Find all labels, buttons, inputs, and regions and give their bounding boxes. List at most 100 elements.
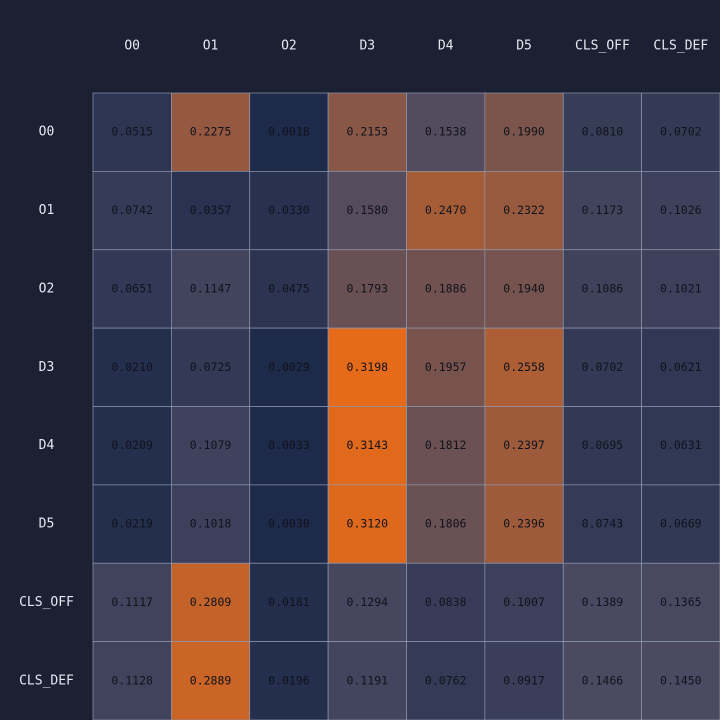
cell-value-label: 0.0475 — [268, 281, 310, 295]
cell-value-label: 0.0621 — [660, 360, 702, 374]
heatmap-cell — [171, 406, 251, 486]
heatmap-cell — [171, 92, 251, 172]
heatmap-cell — [562, 641, 642, 720]
cell-value-label: 0.1538 — [425, 125, 467, 139]
cell-value-label: 0.0762 — [425, 673, 467, 687]
cell-value-label: 0.0669 — [660, 517, 702, 531]
heatmap-cell — [249, 562, 329, 642]
heatmap-cell — [641, 171, 720, 251]
heatmap-cell — [171, 327, 251, 407]
cell-value-label: 0.2558 — [503, 360, 545, 374]
heatmap-cell — [406, 249, 486, 329]
heatmap-cell — [327, 562, 407, 642]
cell-value-label: 0.1580 — [347, 203, 389, 217]
cell-value-label: 0.0196 — [268, 673, 310, 687]
heatmap-cell — [249, 249, 329, 329]
heatmap-cell — [249, 92, 329, 172]
heatmap-cell — [171, 171, 251, 251]
cell-value-label: 0.0033 — [268, 438, 310, 452]
cell-value-label: 0.2322 — [503, 203, 545, 217]
heatmap-cell — [92, 484, 172, 564]
column-label-d4: D4 — [438, 39, 454, 54]
cell-value-label: 0.0330 — [268, 203, 310, 217]
column-label-o0: O0 — [124, 39, 140, 54]
cell-value-label: 0.1128 — [111, 673, 153, 687]
column-label-d3: D3 — [359, 39, 375, 54]
heatmap-cell — [171, 249, 251, 329]
heatmap-cell — [484, 484, 564, 564]
cell-value-label: 0.3120 — [347, 517, 389, 531]
column-label-d5: D5 — [516, 39, 532, 54]
cell-value-label: 0.0702 — [660, 125, 702, 139]
cell-value-label: 0.3198 — [347, 360, 389, 374]
cell-value-label: 0.1957 — [425, 360, 467, 374]
cell-value-label: 0.1365 — [660, 595, 702, 609]
cell-value-label: 0.1007 — [503, 595, 545, 609]
cell-value-label: 0.1793 — [347, 281, 389, 295]
cell-value-label: 0.0018 — [268, 125, 310, 139]
column-label-cls-def: CLS_DEF — [653, 39, 708, 54]
cell-value-label: 0.1940 — [503, 281, 545, 295]
heatmap-cell — [484, 562, 564, 642]
row-label-cls-def: CLS_DEF — [19, 673, 74, 688]
cell-value-label: 0.0357 — [190, 203, 232, 217]
cell-value-label: 0.2397 — [503, 438, 545, 452]
heatmap-cell — [641, 641, 720, 720]
cell-value-label: 0.2809 — [190, 595, 232, 609]
heatmap-cell — [562, 249, 642, 329]
heatmap-cell — [641, 562, 720, 642]
heatmap-cell — [406, 562, 486, 642]
cell-value-label: 0.1812 — [425, 438, 467, 452]
cell-value-label: 0.1086 — [582, 281, 624, 295]
heatmap-cell — [249, 327, 329, 407]
heatmap-cell — [484, 327, 564, 407]
heatmap-cell — [641, 249, 720, 329]
cell-value-label: 0.0743 — [582, 517, 624, 531]
cell-value-label: 0.0210 — [111, 360, 153, 374]
cell-value-label: 0.0515 — [111, 125, 153, 139]
heatmap-cell — [249, 641, 329, 720]
heatmap-cell — [327, 249, 407, 329]
heatmap-cell — [484, 171, 564, 251]
heatmap-cell — [327, 484, 407, 564]
heatmap-cell — [92, 171, 172, 251]
heatmap-cell — [484, 406, 564, 486]
cell-value-label: 0.0631 — [660, 438, 702, 452]
heatmap-cell — [327, 92, 407, 172]
cell-value-label: 0.1026 — [660, 203, 702, 217]
row-label-cls-off: CLS_OFF — [19, 595, 74, 610]
heatmap-cell — [641, 406, 720, 486]
cell-value-label: 0.1990 — [503, 125, 545, 139]
cell-value-label: 0.0219 — [111, 517, 153, 531]
cell-value-label: 0.2470 — [425, 203, 467, 217]
heatmap-cell — [562, 327, 642, 407]
cell-value-label: 0.1018 — [190, 517, 232, 531]
row-label-o2: O2 — [39, 281, 55, 296]
heatmap-cell — [484, 249, 564, 329]
heatmap-cell — [641, 484, 720, 564]
heatmap-cell — [92, 406, 172, 486]
cell-value-label: 0.1389 — [582, 595, 624, 609]
cell-value-label: 0.2275 — [190, 125, 232, 139]
cell-value-label: 0.1191 — [347, 673, 389, 687]
cell-value-label: 0.1117 — [111, 595, 153, 609]
heatmap-cell — [92, 249, 172, 329]
heatmap-cell — [484, 641, 564, 720]
cell-value-label: 0.1021 — [660, 281, 702, 295]
cell-value-label: 0.2396 — [503, 517, 545, 531]
cell-value-label: 0.0810 — [582, 125, 624, 139]
cell-value-label: 0.2889 — [190, 673, 232, 687]
heatmap-cell — [406, 327, 486, 407]
heatmap-cell — [249, 171, 329, 251]
cell-value-label: 0.0209 — [111, 438, 153, 452]
cell-value-label: 0.3143 — [347, 438, 389, 452]
heatmap-cell — [406, 406, 486, 486]
heatmap-cell — [406, 641, 486, 720]
column-label-o1: O1 — [203, 39, 219, 54]
cell-value-label: 0.0742 — [111, 203, 153, 217]
heatmap-cell — [562, 562, 642, 642]
heatmap-cell — [327, 406, 407, 486]
row-label-o1: O1 — [39, 203, 55, 218]
cell-value-label: 0.0029 — [268, 360, 310, 374]
